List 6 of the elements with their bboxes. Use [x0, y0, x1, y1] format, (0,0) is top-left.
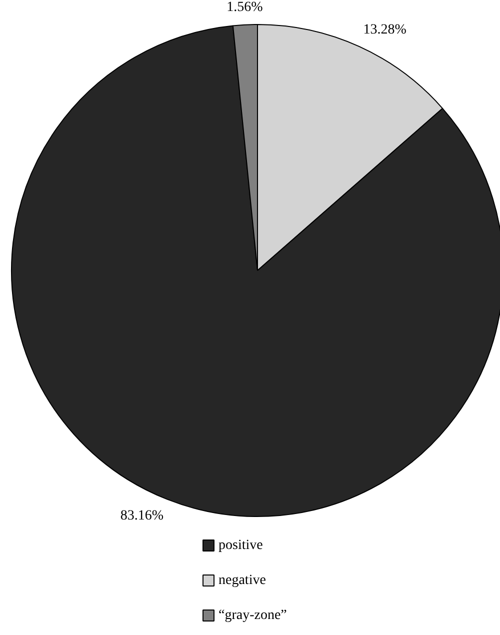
data-label: 13.28% — [363, 22, 407, 38]
data-label: 83.16% — [120, 508, 164, 524]
legend-label: positive — [218, 538, 263, 553]
legend-label: negative — [218, 573, 266, 588]
legend-label: “gray-zone” — [218, 608, 287, 623]
data-label: 1.56% — [226, 0, 264, 15]
